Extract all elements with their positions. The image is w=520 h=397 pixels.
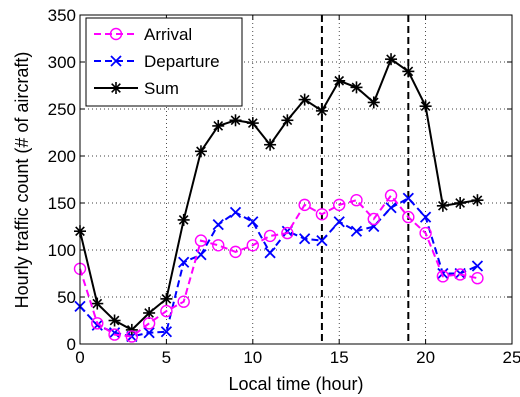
x-tick-label: 10: [243, 348, 262, 367]
data-point-arrival: [333, 198, 346, 212]
data-point-arrival: [315, 208, 329, 221]
x-tick-label: 25: [503, 348, 520, 367]
data-point-departure: [264, 247, 276, 259]
data-point-sum: [298, 93, 311, 106]
data-point-departure: [160, 326, 173, 338]
y-tick-label: 0: [67, 335, 76, 354]
y-tick-label: 150: [48, 194, 76, 213]
data-point-departure: [316, 234, 328, 247]
data-point-arrival: [229, 245, 242, 259]
data-point-sum: [419, 100, 432, 113]
plot-frame: [79, 14, 513, 345]
x-axis-label: Local time (hour): [228, 374, 363, 394]
legend-marker: [109, 27, 123, 41]
legend-item-arrival: Arrival: [94, 25, 192, 44]
data-point-sum: [315, 104, 328, 117]
y-tick-label: 200: [48, 147, 76, 166]
data-point-departure: [437, 267, 449, 280]
data-point-arrival: [350, 193, 363, 207]
data-point-arrival: [419, 226, 432, 240]
legend-marker: [110, 82, 122, 94]
data-point-departure: [350, 225, 363, 237]
data-point-sum: [436, 199, 449, 212]
y-tick-label: 250: [48, 100, 76, 119]
data-point-arrival: [281, 226, 294, 240]
data-point-sum: [91, 297, 104, 310]
data-point-sum: [264, 138, 277, 151]
data-point-arrival: [298, 198, 311, 212]
data-point-arrival: [142, 317, 156, 330]
data-point-arrival: [91, 317, 104, 330]
legend-item-sum: Sum: [94, 79, 179, 98]
data-point-sum: [350, 81, 363, 94]
series-line-arrival: [79, 193, 478, 338]
legend-marker: [110, 55, 122, 67]
data-point-sum: [471, 194, 484, 207]
data-point-sum: [246, 117, 259, 130]
data-point-arrival: [194, 234, 208, 247]
x-tick-label: 0: [75, 348, 84, 367]
data-point-arrival: [246, 239, 260, 252]
data-point-arrival: [436, 270, 450, 283]
data-point-departure: [333, 216, 345, 228]
legend-item-departure: Departure: [94, 52, 220, 71]
data-point-sum: [385, 53, 398, 66]
data-point-arrival: [160, 304, 173, 318]
data-point-departure: [212, 218, 224, 231]
x-tick-label: 20: [416, 348, 435, 367]
data-point-departure: [385, 202, 397, 214]
data-point-arrival: [453, 268, 467, 281]
legend-label: Sum: [144, 79, 179, 98]
data-point-sum: [143, 306, 156, 319]
y-tick-label: 50: [57, 288, 76, 307]
data-point-departure: [143, 327, 155, 339]
legend: Arrival Departure Sum: [85, 17, 243, 107]
grid-lines: [80, 15, 512, 344]
data-point-sum: [108, 314, 121, 327]
data-point-departure: [402, 192, 414, 204]
data-point-departure: [419, 211, 432, 223]
data-point-sum: [194, 145, 207, 158]
data-point-sum: [229, 114, 242, 127]
data-point-departure: [247, 216, 259, 228]
data-point-sum: [160, 292, 173, 305]
data-point-departure: [471, 260, 484, 272]
data-point-arrival: [212, 239, 225, 252]
x-tick-label: 15: [330, 348, 349, 367]
data-point-sum: [454, 197, 467, 209]
series-arrival: [73, 189, 484, 343]
x-tick-label: 5: [162, 348, 171, 367]
data-point-sum: [367, 96, 380, 109]
data-point-sum: [177, 213, 190, 226]
y-tick-label: 300: [48, 53, 76, 72]
data-point-arrival: [402, 210, 415, 224]
data-point-arrival: [177, 295, 190, 308]
legend-label: Departure: [144, 52, 220, 71]
data-point-sum: [333, 74, 346, 87]
data-point-arrival: [108, 328, 121, 341]
data-point-departure: [178, 256, 190, 268]
data-point-sum: [212, 119, 225, 132]
y-axis-label: Hourly traffic count (# of aircraft): [12, 52, 32, 309]
data-point-arrival: [125, 330, 139, 343]
series-layer: [73, 53, 484, 343]
legend-label: Arrival: [144, 25, 192, 44]
data-point-departure: [299, 233, 311, 245]
data-point-sum: [281, 114, 294, 127]
data-point-arrival: [263, 229, 277, 243]
y-tick-label: 350: [48, 6, 76, 25]
data-point-arrival: [367, 212, 380, 226]
data-point-arrival: [384, 189, 398, 202]
data-point-sum: [402, 65, 415, 78]
data-point-arrival: [471, 272, 484, 285]
y-tick-label: 100: [48, 241, 76, 260]
data-point-departure: [229, 206, 242, 219]
